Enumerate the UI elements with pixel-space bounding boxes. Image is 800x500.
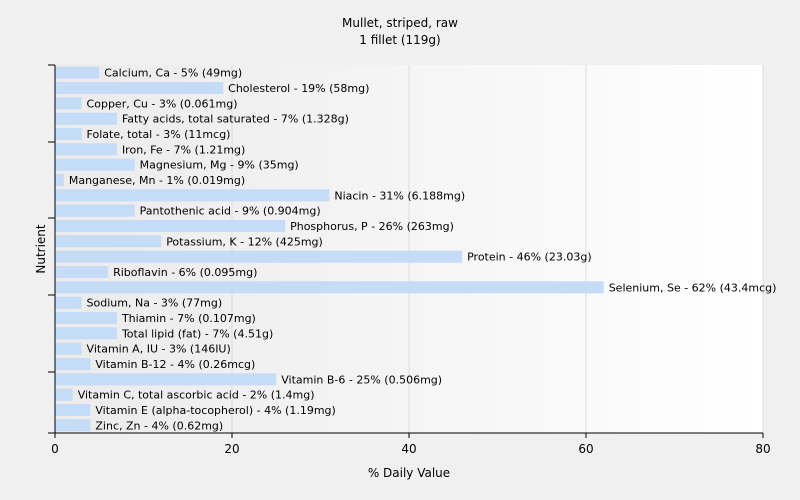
bar xyxy=(55,204,135,217)
bars xyxy=(55,66,604,432)
bar xyxy=(55,143,117,156)
bar xyxy=(55,388,73,401)
bar xyxy=(55,404,91,416)
x-tick-label: 80 xyxy=(755,442,770,456)
bar-label: Folate, total - 3% (11mcg) xyxy=(87,128,231,141)
x-axis-title: % Daily Value xyxy=(368,466,450,480)
y-axis-title: Nutrient xyxy=(34,224,48,274)
bar xyxy=(55,266,109,278)
bar xyxy=(55,158,135,171)
bar xyxy=(55,112,117,125)
bar xyxy=(55,250,463,263)
bar-label: Copper, Cu - 3% (0.061mg) xyxy=(87,97,238,110)
bar xyxy=(55,97,82,110)
bar-labels: Calcium, Ca - 5% (49mg) Cholesterol - 19%… xyxy=(69,67,777,433)
bar xyxy=(55,419,91,432)
bar xyxy=(55,281,604,294)
bar-label: Pantothenic acid - 9% (0.904mg) xyxy=(140,205,321,218)
bar-label: Magnesium, Mg - 9% (35mg) xyxy=(140,159,299,172)
bar xyxy=(55,358,91,370)
chart-subtitle: 1 fillet (119g) xyxy=(359,33,440,47)
bar-label: Phosphorus, P - 26% (263mg) xyxy=(290,220,454,233)
gridlines xyxy=(231,65,764,433)
bar xyxy=(55,189,330,202)
bar-label: Manganese, Mn - 1% (0.019mg) xyxy=(69,174,245,187)
bar xyxy=(55,312,117,324)
axes: 0 20 40 60 80 xyxy=(48,64,771,456)
bar-label: Iron, Fe - 7% (1.21mg) xyxy=(122,143,245,156)
bar xyxy=(55,342,82,355)
bar xyxy=(55,82,224,94)
bar-label: Zinc, Zn - 4% (0.62mg) xyxy=(95,419,223,432)
bar-label: Cholesterol - 19% (58mg) xyxy=(228,82,369,95)
bar-label: Vitamin B-6 - 25% (0.506mg) xyxy=(281,373,442,386)
bar-label: Potassium, K - 12% (425mg) xyxy=(166,235,323,248)
x-tick-label: 60 xyxy=(578,442,593,456)
bar-label: Calcium, Ca - 5% (49mg) xyxy=(104,67,242,80)
bar-label: Vitamin B-12 - 4% (0.26mcg) xyxy=(95,358,255,371)
bar-label: Sodium, Na - 3% (77mg) xyxy=(87,297,223,310)
x-tick-label: 0 xyxy=(51,442,59,456)
bar xyxy=(55,235,162,248)
bar-label: Total lipid (fat) - 7% (4.51g) xyxy=(121,327,273,340)
bar-label: Vitamin A, IU - 3% (146IU) xyxy=(87,343,231,356)
bar xyxy=(55,66,100,79)
bar xyxy=(55,296,82,309)
bar-label: Vitamin C, total ascorbic acid - 2% (1.4… xyxy=(78,389,315,402)
bar-label: Selenium, Se - 62% (43.4mcg) xyxy=(609,281,777,294)
x-tick-label: 20 xyxy=(224,442,239,456)
x-tick-label: 40 xyxy=(401,442,416,456)
bar-label: Vitamin E (alpha-tocopherol) - 4% (1.19m… xyxy=(95,404,335,417)
bar-label: Niacin - 31% (6.188mg) xyxy=(334,189,465,202)
bar-label: Protein - 46% (23.03g) xyxy=(467,251,592,264)
chart-title: Mullet, striped, raw xyxy=(342,16,458,30)
bar xyxy=(55,128,82,140)
bar-label: Fatty acids, total saturated - 7% (1.328… xyxy=(122,113,349,126)
bar xyxy=(55,174,64,186)
bar xyxy=(55,327,117,340)
bar-label: Thiamin - 7% (0.107mg) xyxy=(121,312,256,325)
bar-label: Riboflavin - 6% (0.095mg) xyxy=(113,266,257,279)
bar xyxy=(55,220,286,232)
bar xyxy=(55,373,277,386)
